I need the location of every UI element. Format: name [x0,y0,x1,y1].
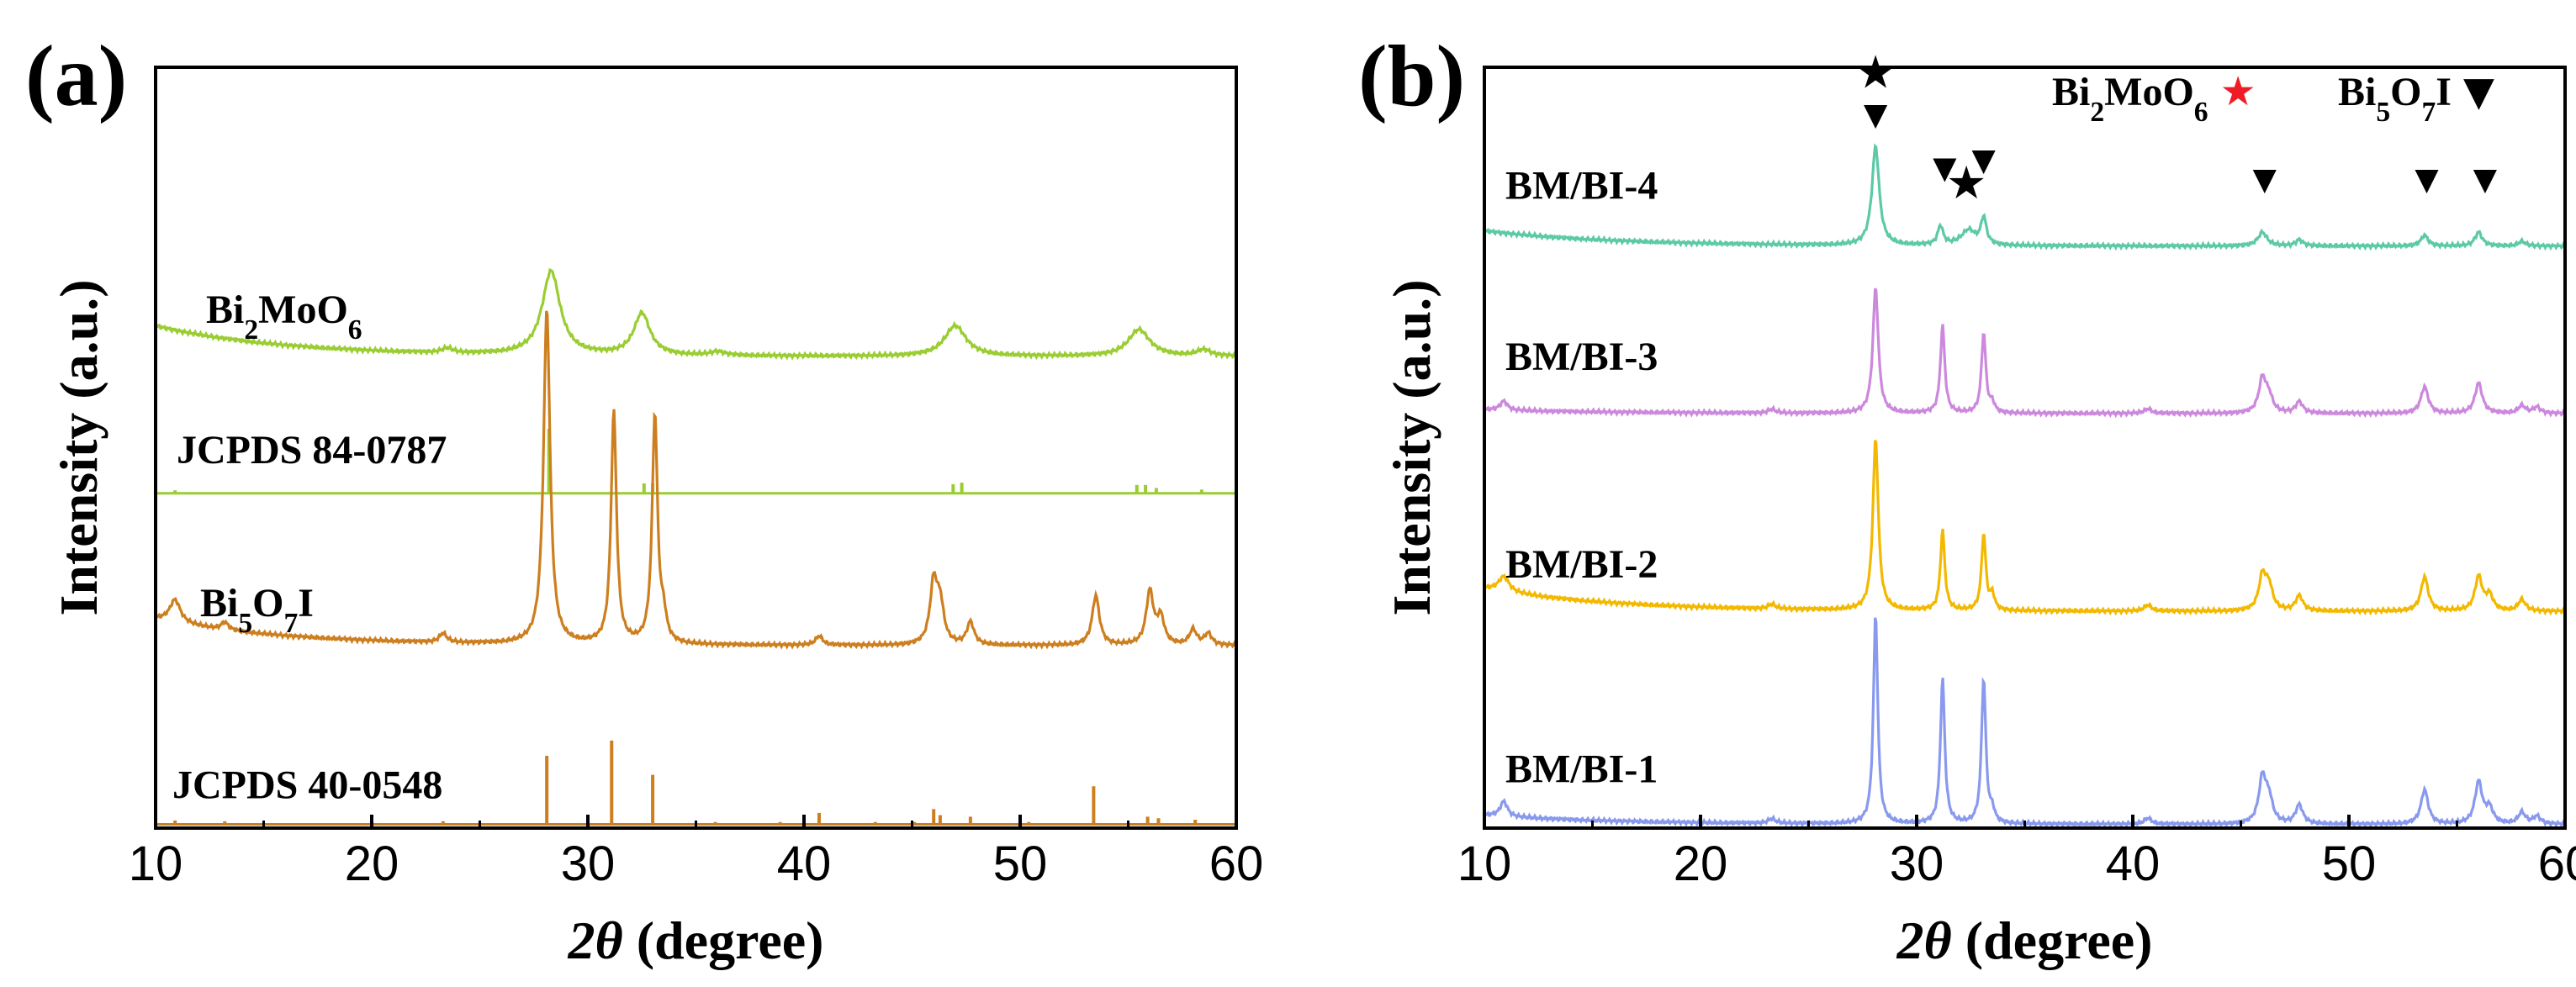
triangle-marker: ▼ [2407,157,2447,202]
series-label-bm-bi-4: BM/BI-4 [1505,164,1658,208]
series-label-bi2moo6: Bi2MoO6 [206,288,362,346]
y-axis-title: Intensity (a.u.) [1382,279,1441,615]
x-tick-label: 40 [2106,837,2161,891]
x-tick-label: 50 [993,837,1048,891]
panel-b: BM/BI-4▼★▼★▼ ▼ ▼ ▼BM/BI-3BM/BI-2BM/BI-110 20… [1358,28,2576,970]
legend-label-1: Bi5O7I ▼ [2338,68,2494,128]
series-bm-bi-3-curve [1483,288,2566,419]
series-bi2moo6-curve [154,267,1237,361]
series-label-jcpds-84-0787: JCPDS 84-0787 [177,428,447,472]
series-label-bi5o7i: Bi5O7I [200,581,314,639]
series-label-bm-bi-1: BM/BI-1 [1505,747,1658,791]
y-axis-title: Intensity (a.u.) [49,279,108,615]
x-tick-label: 50 [2322,837,2377,891]
x-tick-label: 20 [345,837,399,891]
star-marker: ★ [1949,161,1985,206]
panel-label: (b) [1358,28,1465,124]
triangle-marker: ▼ [2245,157,2285,202]
series-bm-bi-1-curve [1483,617,2566,830]
x-tick-label: 20 [1674,837,1728,891]
x-axis-title: 2θ (degree) [568,910,824,970]
series-label-jcpds-40-0548: JCPDS 40-0548 [172,763,442,807]
x-tick-label: 10 [1457,837,1512,891]
triangle-marker: ▼ [1855,92,1896,137]
x-tick-label: 60 [2538,837,2576,891]
panel-label: (a) [25,28,127,124]
triangle-marker: ▼ [1925,146,1965,191]
x-tick-label: 30 [561,837,616,891]
series-bi5o7i-curve [154,310,1237,650]
series-bm-bi-2-curve [1483,440,2566,616]
series-bm-bi-4-curve [1483,143,2566,251]
legend-label-0: Bi2MoO6 ★ [2052,68,2256,128]
star-marker: ★ [1858,51,1894,96]
panel-a: Bi2MoO6 JCPDS 84-0787 Bi5O7I JCPDS 40-0548 1… [25,28,1263,970]
triangle-marker: ▼ [1964,139,2004,183]
triangle-marker: ▼ [2465,157,2505,202]
series-label-bm-bi-3: BM/BI-3 [1505,335,1658,379]
x-tick-label: 40 [777,837,832,891]
x-tick-label: 30 [1890,837,1944,891]
x-tick-label: 60 [1209,837,1264,891]
x-axis-title: 2θ (degree) [1896,910,2153,970]
series-label-bm-bi-2: BM/BI-2 [1505,542,1658,587]
x-tick-label: 10 [129,837,183,891]
